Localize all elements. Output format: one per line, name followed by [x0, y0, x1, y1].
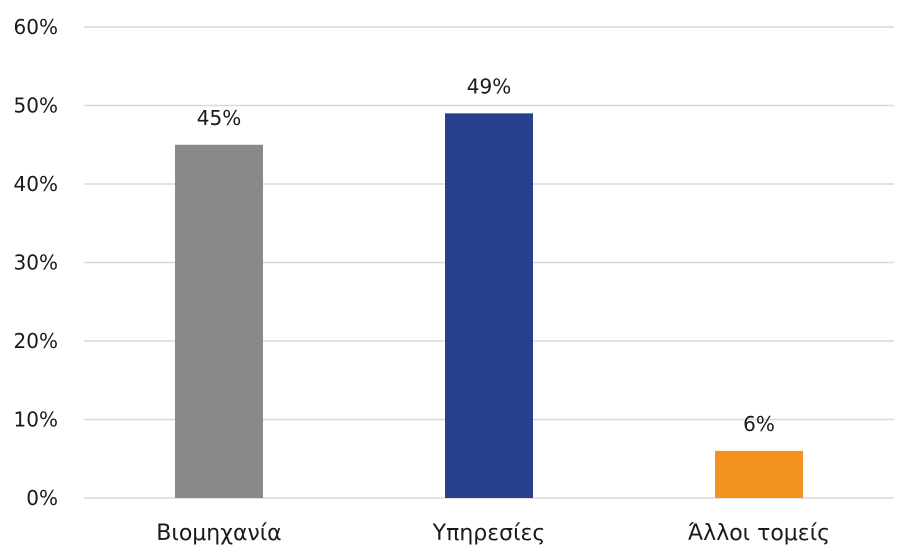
bars: [175, 113, 803, 498]
y-tick-label: 20%: [14, 329, 58, 353]
y-tick-label: 30%: [14, 251, 58, 275]
x-tick-label: Άλλοι τομείς: [688, 521, 830, 546]
y-axis: 0% 10% 20% 30% 40% 50% 60%: [14, 15, 58, 510]
data-labels: 45% 49% 6%: [197, 74, 775, 436]
y-tick-label: 10%: [14, 408, 58, 432]
x-axis: Βιομηχανία Υπηρεσίες Άλλοι τομείς: [156, 521, 830, 546]
y-tick-label: 40%: [14, 172, 58, 196]
bar: [715, 450, 803, 498]
data-label: 45%: [197, 106, 241, 130]
x-tick-label: Υπηρεσίες: [432, 521, 546, 546]
y-tick-label: 60%: [14, 15, 58, 39]
y-tick-label: 0%: [26, 486, 58, 510]
x-tick-label: Βιομηχανία: [156, 521, 281, 546]
bar: [175, 144, 263, 498]
data-label: 49%: [467, 74, 511, 98]
y-tick-label: 50%: [14, 94, 58, 118]
data-label: 6%: [743, 412, 775, 436]
bar: [445, 113, 533, 498]
